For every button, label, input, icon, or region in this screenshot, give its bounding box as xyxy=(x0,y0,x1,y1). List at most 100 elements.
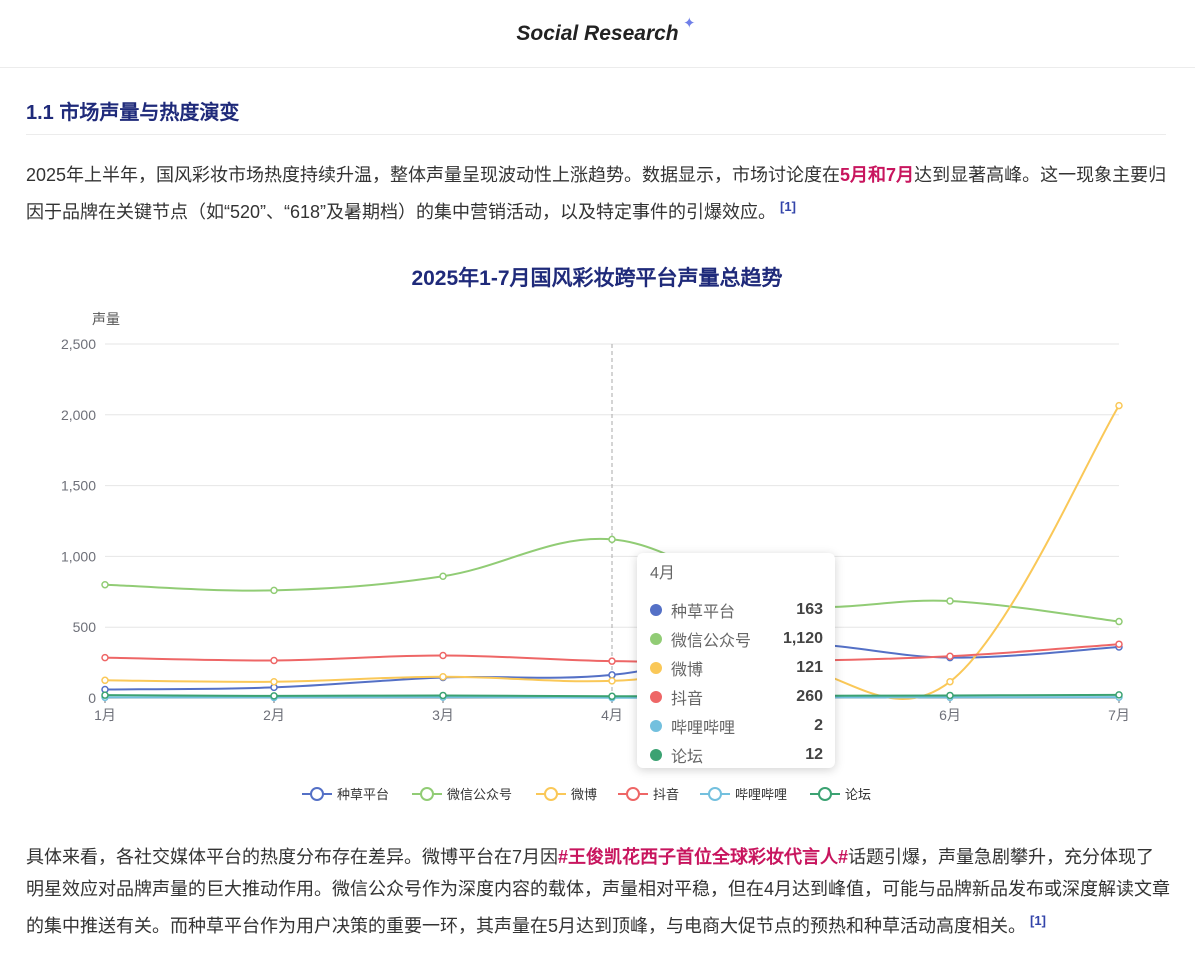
data-point xyxy=(608,657,616,665)
series-dot-icon xyxy=(650,719,662,732)
intro-text-after: 达到显著高峰。这一现象主要归因于品牌在关键节点（如“520”、“618”及暑期档… xyxy=(26,165,1167,222)
series-dot-icon xyxy=(650,690,662,703)
tooltip-title: 4月 xyxy=(650,565,675,582)
citation-link[interactable]: [1] xyxy=(780,199,796,214)
detail-text-after: 话题引爆，声量急剧攀升，充分体现了明星效应对品牌声量的巨大推动作用。微信公众号作… xyxy=(26,847,1171,936)
data-point xyxy=(439,651,447,660)
intro-highlight: 5月和7月 xyxy=(840,165,915,185)
data-point xyxy=(439,691,447,700)
y-tick-label: 2,500 xyxy=(61,336,96,352)
data-point xyxy=(608,535,616,544)
legend-label: 哔哩哔哩 xyxy=(735,787,787,802)
x-tick-label: 1月 xyxy=(94,707,116,723)
legend-swatch-marker xyxy=(818,787,832,801)
chart-tooltip: 4月 种草平台 163 微信公众号 1,120 微博 121 抖音 260 哔哩哔哩 2 论坛 12 xyxy=(637,553,835,768)
tooltip-series-name: 抖音 xyxy=(671,690,704,708)
legend-label: 种草平台 xyxy=(337,787,389,802)
data-point xyxy=(270,692,278,700)
data-point xyxy=(270,656,278,665)
legend-label: 论坛 xyxy=(845,787,871,802)
intro-paragraph: 2025年上半年，国风彩妆市场热度持续升温，整体声量呈现波动性上涨趋势。数据显示… xyxy=(26,159,1171,228)
data-point xyxy=(946,677,954,686)
data-point xyxy=(946,652,954,660)
tooltip-series-value: 163 xyxy=(796,600,823,618)
tooltip-series-value: 2 xyxy=(814,716,823,734)
y-tick-label: 1,500 xyxy=(61,478,96,494)
tooltip-series-name: 哔哩哔哩 xyxy=(671,719,736,737)
tooltip-row: 哔哩哔哩 2 xyxy=(650,711,823,740)
y-tick-label: 2,000 xyxy=(61,407,96,423)
legend-item[interactable]: 种草平台 xyxy=(302,787,389,802)
chart-title: 2025年1-7月国风彩妆跨平台声量总趋势 xyxy=(411,266,782,290)
legend-label: 微信公众号 xyxy=(447,787,512,802)
tooltip-series-value: 121 xyxy=(796,658,823,676)
tooltip-series-value: 1,120 xyxy=(782,629,823,647)
brand-name: Social Research xyxy=(516,21,679,45)
data-point xyxy=(1115,401,1123,410)
data-point xyxy=(101,691,109,699)
section-divider xyxy=(26,134,1166,135)
y-axis-label: 声量 xyxy=(92,311,120,327)
data-point xyxy=(270,586,278,595)
series-dot-icon xyxy=(650,748,662,761)
tooltip-row: 抖音 260 xyxy=(650,682,823,711)
legend-label: 微博 xyxy=(571,787,597,802)
y-tick-label: 1,000 xyxy=(61,548,96,564)
data-point xyxy=(1115,617,1123,626)
series-line xyxy=(104,537,1120,623)
detail-paragraph: 具体来看，各社交媒体平台的热度分布存在差异。微博平台在7月因#王俊凯花西子首位全… xyxy=(26,841,1171,942)
page-header: Social Research ✦ xyxy=(0,0,1195,68)
intro-text-before: 2025年上半年，国风彩妆市场热度持续升温，整体声量呈现波动性上涨趋势。数据显示… xyxy=(26,165,841,185)
legend-item[interactable]: 微信公众号 xyxy=(412,787,512,802)
data-point xyxy=(101,653,109,662)
data-point xyxy=(101,580,109,589)
series-dot-icon xyxy=(650,632,662,645)
data-point xyxy=(1115,691,1123,699)
legend-item[interactable]: 论坛 xyxy=(810,787,871,802)
tooltip-series-name: 微信公众号 xyxy=(671,632,752,650)
series-dot-icon xyxy=(650,603,662,616)
legend-item[interactable]: 微博 xyxy=(536,787,597,802)
data-point xyxy=(439,572,447,580)
legend-swatch-marker xyxy=(310,787,324,801)
legend-swatch-marker xyxy=(626,787,640,801)
x-tick-label: 7月 xyxy=(1108,707,1130,723)
tooltip-row: 微博 121 xyxy=(650,653,823,682)
legend-swatch-marker xyxy=(544,787,558,801)
tooltip-row: 种草平台 163 xyxy=(650,595,823,624)
x-tick-label: 4月 xyxy=(601,707,623,723)
legend-label: 抖音 xyxy=(653,787,679,802)
x-tick-label: 3月 xyxy=(432,707,454,723)
tooltip-series-value: 12 xyxy=(805,745,823,763)
x-tick-label: 2月 xyxy=(263,707,285,723)
y-tick-label: 500 xyxy=(73,619,97,635)
data-point xyxy=(270,677,278,686)
legend-item[interactable]: 抖音 xyxy=(618,787,679,802)
data-point xyxy=(608,677,616,685)
tooltip-series-name: 微博 xyxy=(671,661,704,679)
data-point xyxy=(946,691,954,700)
x-tick-label: 6月 xyxy=(939,707,961,723)
tooltip-row: 微信公众号 1,120 xyxy=(650,624,823,653)
brand-logo-text[interactable]: Social Research ✦ xyxy=(516,15,695,46)
tooltip-series-name: 种草平台 xyxy=(671,603,736,621)
tooltip-rows: 种草平台 163 微信公众号 1,120 微博 121 抖音 260 哔哩哔哩 2 论坛 12 xyxy=(650,595,823,769)
legend-item[interactable]: 哔哩哔哩 xyxy=(700,787,787,802)
tooltip-series-value: 260 xyxy=(796,687,823,705)
data-point xyxy=(946,597,954,605)
hashtag-highlight[interactable]: #王俊凯花西子首位全球彩妆代言人# xyxy=(558,847,849,867)
tooltip-series-name: 论坛 xyxy=(671,748,704,766)
y-tick-label: 0 xyxy=(88,690,96,706)
data-point xyxy=(439,673,447,681)
section-title: 1.1 市场声量与热度演变 xyxy=(26,102,240,124)
data-point xyxy=(101,676,109,685)
detail-text-before: 具体来看，各社交媒体平台的热度分布存在差异。微博平台在7月因 xyxy=(26,847,559,867)
citation-link[interactable]: [1] xyxy=(1030,913,1046,928)
legend-swatch-marker xyxy=(708,787,722,801)
data-point xyxy=(1115,640,1123,648)
tooltip-row: 论坛 12 xyxy=(650,740,823,769)
sparkle-icon: ✦ xyxy=(683,14,696,32)
data-point xyxy=(608,671,616,679)
data-point xyxy=(608,692,616,701)
